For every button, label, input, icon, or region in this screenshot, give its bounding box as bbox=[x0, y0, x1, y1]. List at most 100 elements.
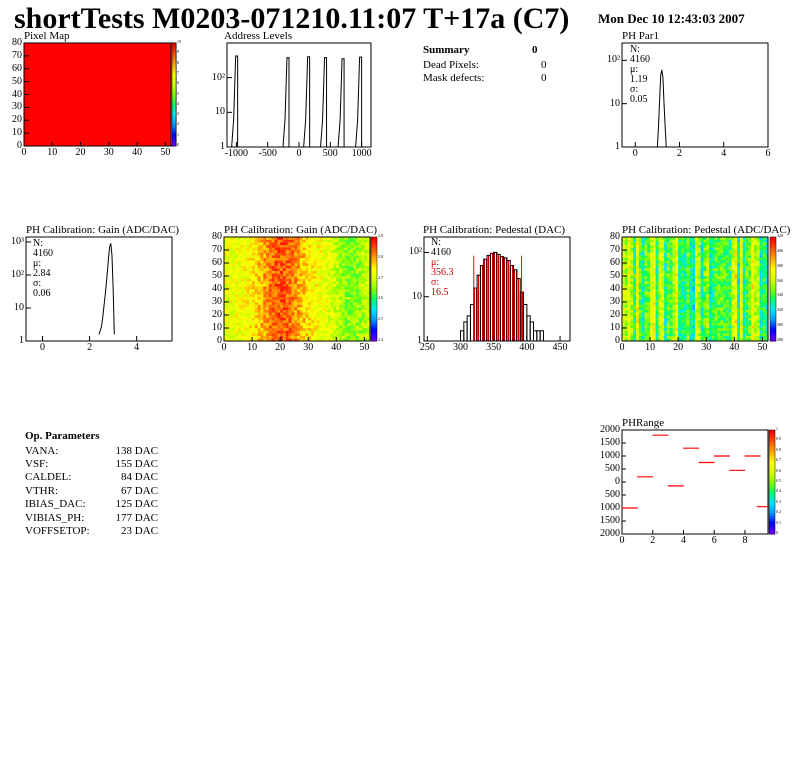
pedestal-map-cell bbox=[666, 294, 670, 297]
gain-map-cell bbox=[271, 294, 275, 297]
pedestal-map-cell bbox=[622, 257, 626, 261]
gain-map-cell bbox=[316, 237, 320, 240]
pedestal-map-cell bbox=[697, 283, 701, 287]
gain-map-cell bbox=[288, 263, 292, 266]
gain-map-cell bbox=[252, 330, 256, 334]
pedestal-map-cell bbox=[641, 250, 645, 253]
pedestal-map-cell bbox=[644, 263, 648, 266]
gain-map-cell bbox=[355, 283, 359, 287]
par1-point bbox=[655, 146, 657, 148]
gain-map-cell bbox=[322, 338, 326, 342]
pedestal-map-cell bbox=[709, 273, 713, 277]
pedestal-map-cell bbox=[647, 320, 651, 323]
pedestal-map-cell bbox=[703, 289, 707, 292]
gain-map-cell bbox=[344, 325, 348, 329]
pedestal-map-cell bbox=[765, 283, 769, 287]
y-tick-label: 10² bbox=[212, 71, 225, 83]
gain-map-cell bbox=[246, 299, 250, 303]
pedestal-map-cell bbox=[638, 330, 642, 334]
gain-map-cell bbox=[297, 338, 301, 342]
z-scale-frame bbox=[370, 236, 378, 342]
pedestal-map-cell bbox=[636, 239, 640, 243]
z-scale-cell bbox=[770, 252, 776, 256]
gain-map-cell bbox=[238, 244, 242, 248]
z-tick-label: 300 bbox=[777, 322, 783, 328]
z-scale-cell bbox=[769, 497, 775, 501]
pedestal-map-cell bbox=[655, 333, 659, 336]
gain-map-cell bbox=[268, 328, 272, 331]
pedestal-map-cell bbox=[633, 296, 637, 300]
gain-map-cell bbox=[229, 302, 233, 305]
pedestal-map-cell bbox=[759, 338, 763, 342]
pedestal-map-cell bbox=[686, 283, 690, 287]
gain-map-cell bbox=[280, 252, 284, 256]
y-tick-label: 0 bbox=[615, 335, 620, 346]
z-scale-cell bbox=[371, 304, 377, 308]
pedestal-map-cell bbox=[728, 315, 732, 318]
pedestal-map-cell bbox=[666, 244, 670, 248]
pedestal-map-cell bbox=[658, 307, 662, 310]
pedestal-map-cell bbox=[711, 322, 715, 326]
pedestal-map-cell bbox=[680, 325, 684, 329]
pedestal-map-cell bbox=[692, 296, 696, 300]
pedestal-bar bbox=[503, 257, 508, 342]
gain-map-cell bbox=[280, 309, 284, 313]
pedestal-map-cell bbox=[725, 237, 729, 240]
pedestal-map-cell bbox=[650, 242, 654, 245]
gain-map-cell bbox=[361, 309, 365, 313]
gain-map-cell bbox=[294, 263, 298, 266]
gain-map-cell bbox=[341, 335, 345, 339]
gain-map-cell bbox=[263, 273, 267, 277]
gain-map-cell bbox=[226, 276, 230, 279]
pedestal-map-cell bbox=[650, 252, 654, 256]
pedestal-map-cell bbox=[664, 239, 668, 243]
y-tick-label: 0 bbox=[17, 140, 22, 151]
gain-map-cell bbox=[330, 268, 334, 271]
gain-point bbox=[111, 254, 113, 256]
gain-map-cell bbox=[327, 330, 331, 334]
gain-map-cell bbox=[347, 286, 351, 290]
gain-map-cell bbox=[257, 239, 261, 243]
pedestal-map-cell bbox=[745, 294, 749, 297]
pedestal-map-cell bbox=[658, 250, 662, 253]
gain-map-cell bbox=[350, 291, 354, 295]
gain-map-cell bbox=[297, 333, 301, 336]
pedestal-map-cell bbox=[745, 286, 749, 290]
gain-map-cell bbox=[350, 302, 354, 305]
gain-map-cell bbox=[313, 338, 317, 342]
pedestal-map-cell bbox=[683, 333, 687, 336]
pedestal-map-cell bbox=[627, 286, 631, 290]
gain-map-cell bbox=[249, 309, 253, 313]
gain-map-cell bbox=[305, 250, 309, 253]
gain-map-cell bbox=[361, 296, 365, 300]
pedestal-map-cell bbox=[622, 296, 626, 300]
pedestal-map-cell bbox=[711, 291, 715, 295]
gain-map-cell bbox=[232, 322, 236, 326]
pedestal-map-cell bbox=[636, 283, 640, 287]
gain-map-cell bbox=[330, 270, 334, 274]
gain-map-cell bbox=[246, 312, 250, 316]
pedestal-map-cell bbox=[666, 328, 670, 331]
gain-map-cell bbox=[305, 312, 309, 316]
pedestal-map-cell bbox=[714, 338, 718, 342]
pedestal-map-cell bbox=[627, 322, 631, 326]
gain-map-cell bbox=[226, 242, 230, 245]
pedestal-map-cell bbox=[672, 281, 676, 284]
gain-map-cell bbox=[308, 250, 312, 253]
gain-map-cell bbox=[257, 252, 261, 256]
gain-map-cell bbox=[268, 273, 272, 277]
gain-map-cell bbox=[330, 315, 334, 318]
pedestal-map-cell bbox=[723, 333, 727, 336]
pedestal-map-cell bbox=[734, 281, 738, 284]
gain-map-cell bbox=[277, 257, 281, 261]
gain-map-cell bbox=[341, 257, 345, 261]
gain-map-cell bbox=[263, 250, 267, 253]
gain-map-cell bbox=[361, 320, 365, 323]
pedestal-map-cell bbox=[709, 309, 713, 313]
pedestal-map-cell bbox=[695, 244, 699, 248]
gain-map-cell bbox=[238, 270, 242, 274]
pedestal-map-cell bbox=[709, 268, 713, 271]
pedestal-map-cell bbox=[711, 257, 715, 261]
pedestal-map-cell bbox=[748, 265, 752, 269]
gain-map-cell bbox=[285, 255, 289, 258]
